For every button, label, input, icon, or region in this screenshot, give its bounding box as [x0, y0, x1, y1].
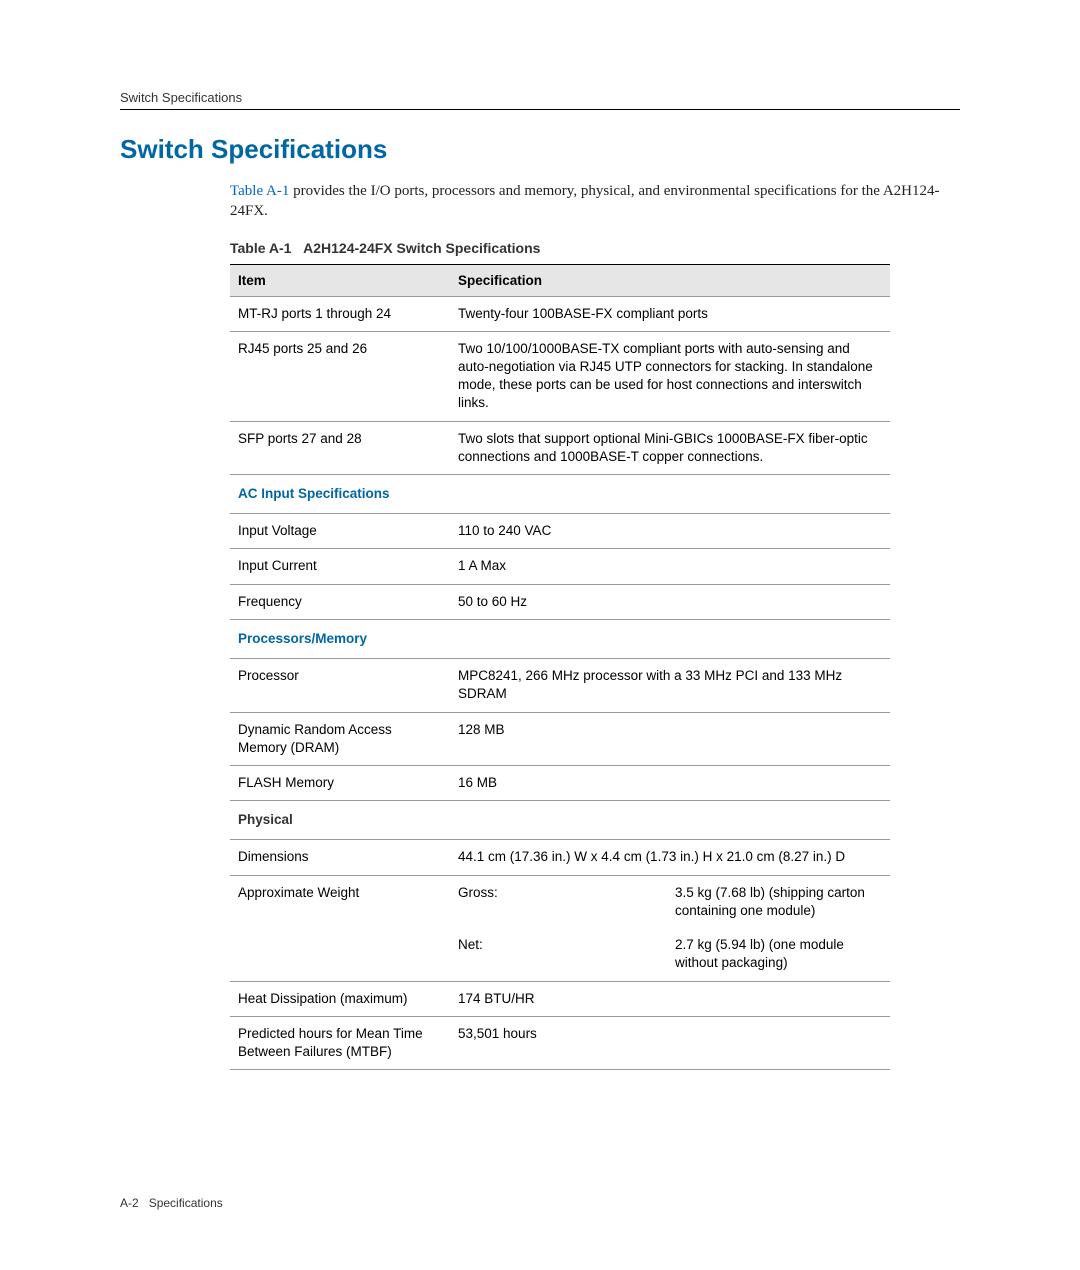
- table-row: Frequency 50 to 60 Hz: [230, 584, 890, 619]
- spec-cell: 53,501 hours: [450, 1016, 890, 1069]
- item-cell: Input Current: [230, 549, 450, 584]
- item-cell: Input Voltage: [230, 514, 450, 549]
- caption-rest: A2H124-24FX Switch Specifications: [303, 240, 540, 256]
- spec-cell: Two slots that support optional Mini-GBI…: [450, 421, 890, 474]
- table-row: Input Voltage 110 to 240 VAC: [230, 514, 890, 549]
- specifications-table: Item Specification MT-RJ ports 1 through…: [230, 264, 890, 1071]
- column-header-item: Item: [230, 264, 450, 296]
- item-cell: Dynamic Random Access Memory (DRAM): [230, 712, 450, 765]
- section-title: Processors/Memory: [230, 619, 890, 658]
- table-row: MT-RJ ports 1 through 24 Twenty-four 100…: [230, 296, 890, 331]
- item-cell: Heat Dissipation (maximum): [230, 981, 450, 1016]
- footer-section: Specifications: [149, 1196, 223, 1210]
- item-cell: Approximate Weight: [230, 875, 450, 928]
- weight-net-value: 2.7 kg (5.94 lb) (one module without pac…: [675, 928, 890, 981]
- section-header-physical: Physical: [230, 801, 890, 840]
- intro-rest: provides the I/O ports, processors and m…: [230, 183, 939, 219]
- item-cell: Predicted hours for Mean Time Between Fa…: [230, 1016, 450, 1069]
- spec-cell: Two 10/100/1000BASE-TX compliant ports w…: [450, 331, 890, 421]
- table-row: Dimensions 44.1 cm (17.36 in.) W x 4.4 c…: [230, 840, 890, 875]
- spec-cell: 128 MB: [450, 712, 890, 765]
- section-title: AC Input Specifications: [230, 475, 890, 514]
- page-number: A-2: [120, 1196, 139, 1210]
- spec-cell: 44.1 cm (17.36 in.) W x 4.4 cm (1.73 in.…: [450, 840, 890, 875]
- table-row: Net: 2.7 kg (5.94 lb) (one module withou…: [230, 928, 890, 981]
- section-header-processors: Processors/Memory: [230, 619, 890, 658]
- table-row: FLASH Memory 16 MB: [230, 766, 890, 801]
- table-row: RJ45 ports 25 and 26 Two 10/100/1000BASE…: [230, 331, 890, 421]
- section-title: Physical: [230, 801, 890, 840]
- table-row: Input Current 1 A Max: [230, 549, 890, 584]
- table-caption: Table A-1 A2H124-24FX Switch Specificati…: [230, 240, 960, 256]
- column-header-spec: Specification: [450, 264, 890, 296]
- weight-gross-value: 3.5 kg (7.68 lb) (shipping carton contai…: [675, 875, 890, 928]
- spec-cell: Twenty-four 100BASE-FX compliant ports: [450, 296, 890, 331]
- page-footer: A-2 Specifications: [120, 1196, 223, 1210]
- item-cell: Processor: [230, 659, 450, 712]
- spec-cell: 1 A Max: [450, 549, 890, 584]
- item-cell: FLASH Memory: [230, 766, 450, 801]
- item-cell: RJ45 ports 25 and 26: [230, 331, 450, 421]
- table-reference-link[interactable]: Table A-1: [230, 183, 289, 199]
- weight-gross-label: Gross:: [450, 875, 675, 928]
- table-row: Approximate Weight Gross: 3.5 kg (7.68 l…: [230, 875, 890, 928]
- table-row: Dynamic Random Access Memory (DRAM) 128 …: [230, 712, 890, 765]
- item-cell: SFP ports 27 and 28: [230, 421, 450, 474]
- spec-cell: MPC8241, 266 MHz processor with a 33 MHz…: [450, 659, 890, 712]
- section-header-ac: AC Input Specifications: [230, 475, 890, 514]
- item-cell: Dimensions: [230, 840, 450, 875]
- table-row: Heat Dissipation (maximum) 174 BTU/HR: [230, 981, 890, 1016]
- running-head: Switch Specifications: [120, 90, 960, 110]
- spec-cell: 16 MB: [450, 766, 890, 801]
- spec-cell: 50 to 60 Hz: [450, 584, 890, 619]
- table-header-row: Item Specification: [230, 264, 890, 296]
- weight-net-label: Net:: [450, 928, 675, 981]
- page-title: Switch Specifications: [120, 134, 960, 165]
- intro-paragraph: Table A-1 provides the I/O ports, proces…: [230, 181, 960, 222]
- item-cell: MT-RJ ports 1 through 24: [230, 296, 450, 331]
- item-cell: Frequency: [230, 584, 450, 619]
- table-row: Predicted hours for Mean Time Between Fa…: [230, 1016, 890, 1069]
- spec-cell: 174 BTU/HR: [450, 981, 890, 1016]
- spec-cell: 110 to 240 VAC: [450, 514, 890, 549]
- table-row: Processor MPC8241, 266 MHz processor wit…: [230, 659, 890, 712]
- caption-prefix: Table A-1: [230, 240, 291, 256]
- table-row: SFP ports 27 and 28 Two slots that suppo…: [230, 421, 890, 474]
- item-cell-empty: [230, 928, 450, 981]
